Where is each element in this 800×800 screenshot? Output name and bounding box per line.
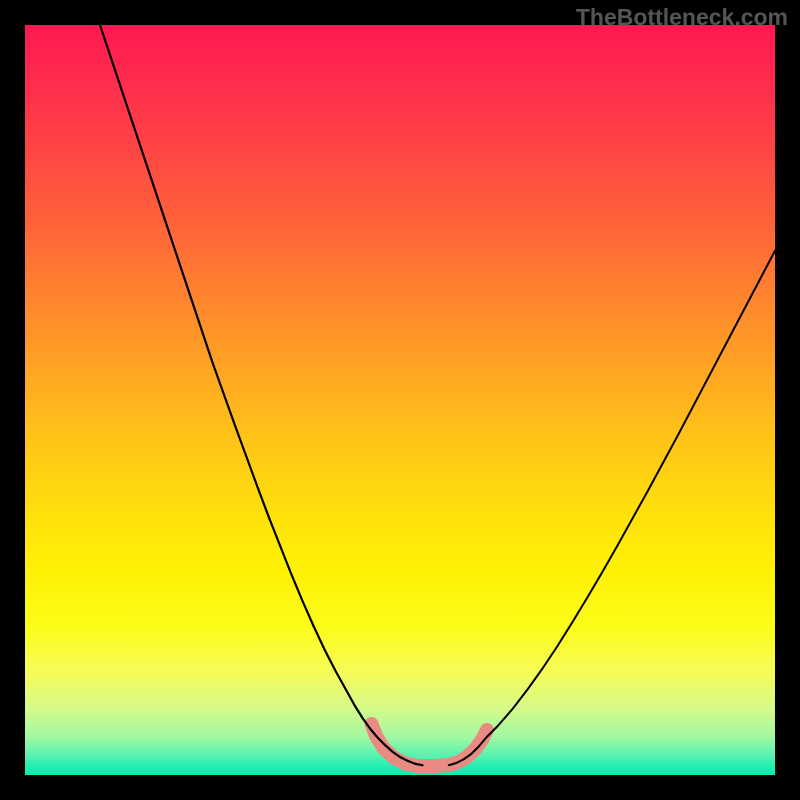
chart-stage: TheBottleneck.com: [0, 0, 800, 800]
plot-area: [25, 25, 775, 775]
plot-svg: [25, 25, 775, 775]
watermark-text: TheBottleneck.com: [576, 4, 788, 31]
